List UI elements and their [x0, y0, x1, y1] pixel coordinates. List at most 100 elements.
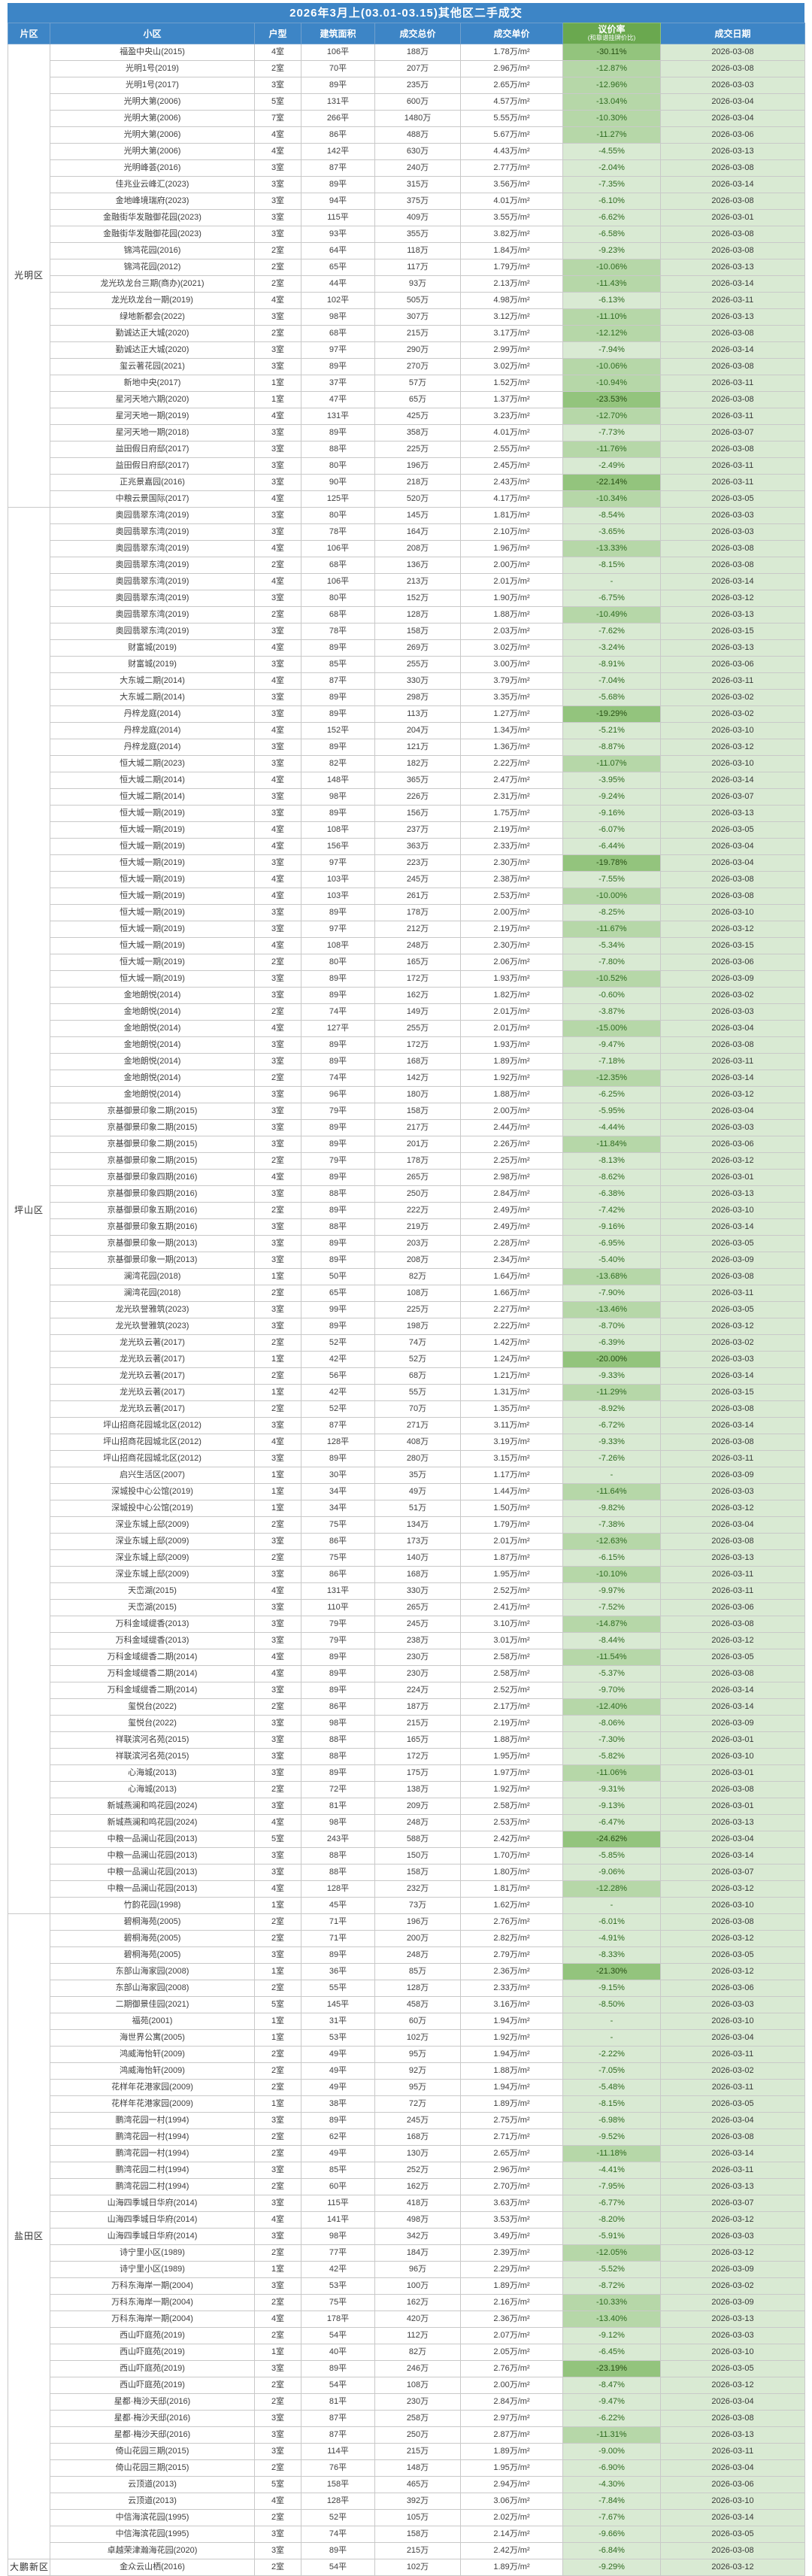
- total-price-cell: 498万: [374, 2211, 461, 2229]
- total-price-cell: 148万: [374, 2459, 461, 2477]
- table-row: 大东城二期(2014) 4室 87平 330万 3.79万/m² -7.04% 2026-0…: [8, 672, 805, 690]
- deal-date-cell: 2026-03-05: [660, 2360, 805, 2377]
- total-price-cell: 158万: [374, 1864, 461, 1881]
- deal-date-cell: 2026-03-10: [660, 722, 805, 739]
- community-cell: 万科金域缇香二期(2014): [50, 1682, 255, 1699]
- unit-price-cell: 2.13万/m²: [460, 275, 563, 293]
- total-price-cell: 72万: [374, 2095, 461, 2113]
- deal-date-cell: 2026-03-11: [660, 2162, 805, 2179]
- area-cell: 266平: [301, 110, 375, 127]
- total-price-cell: 219万: [374, 1218, 461, 1236]
- total-price-cell: 235万: [374, 77, 461, 94]
- area-cell: 52平: [301, 2509, 375, 2526]
- bargain-rate-cell: -10.30%: [562, 110, 661, 127]
- community-cell: 绿地新都会(2022): [50, 308, 255, 326]
- total-price-cell: 93万: [374, 275, 461, 293]
- area-cell: 81平: [301, 1798, 375, 1815]
- layout-cell: 2室: [254, 1516, 301, 1534]
- unit-price-cell: 2.94万/m²: [460, 2476, 563, 2493]
- layout-cell: 2室: [254, 2244, 301, 2262]
- unit-price-cell: 2.30万/m²: [460, 937, 563, 954]
- layout-cell: 7室: [254, 110, 301, 127]
- deal-date-cell: 2026-03-12: [660, 1500, 805, 1517]
- unit-price-cell: 2.02万/m²: [460, 2509, 563, 2526]
- community-cell: 恒大城一期(2019): [50, 871, 255, 888]
- bargain-rate-cell: -8.25%: [562, 904, 661, 921]
- community-cell: 正兆景嘉园(2016): [50, 474, 255, 491]
- area-cell: 71平: [301, 1913, 375, 1931]
- deal-date-cell: 2026-03-06: [660, 954, 805, 971]
- deal-date-cell: 2026-03-11: [660, 672, 805, 690]
- total-price-cell: 96万: [374, 2261, 461, 2278]
- unit-price-cell: 2.01万/m²: [460, 1533, 563, 1550]
- deal-date-cell: 2026-03-01: [660, 1169, 805, 1186]
- community-cell: 奥园翡翠东湾(2019): [50, 507, 255, 524]
- community-cell: 西山吓庭苑(2019): [50, 2377, 255, 2394]
- bargain-rate-cell: -9.82%: [562, 1500, 661, 1517]
- table-row: 玺悦台(2022) 3室 98平 215万 2.19万/m² -8.06% 2026-03-…: [8, 1715, 805, 1732]
- community-cell: 碧桐海苑(2005): [50, 1913, 255, 1931]
- bargain-rate-cell: -9.52%: [562, 2128, 661, 2146]
- total-price-cell: 57万: [374, 375, 461, 392]
- table-row: 丹梓龙庭(2014) 4室 152平 204万 1.34万/m² -5.21% 2026-0…: [8, 722, 805, 739]
- deal-date-cell: 2026-03-14: [660, 1417, 805, 1434]
- district-cell: 盐田区: [8, 1913, 50, 2559]
- unit-price-cell: 1.94万/m²: [460, 2079, 563, 2096]
- table-row: 光明大第(2006) 4室 142平 630万 4.43万/m² -4.55% 2026-0…: [8, 143, 805, 160]
- community-cell: 恒大城一期(2019): [50, 970, 255, 988]
- table-row: 京基御景印象一期(2013) 3室 89平 203万 2.28万/m² -6.95% 202…: [8, 1235, 805, 1252]
- layout-cell: 1室: [254, 2344, 301, 2361]
- layout-cell: 3室: [254, 2228, 301, 2245]
- community-cell: 恒大城二期(2014): [50, 772, 255, 789]
- total-price-cell: 142万: [374, 1070, 461, 1087]
- table-row: 万科金域缇香(2013) 3室 79平 245万 3.10万/m² -14.87% 2026…: [8, 1616, 805, 1633]
- unit-price-cell: 3.55万/m²: [460, 209, 563, 226]
- area-cell: 88平: [301, 1847, 375, 1864]
- area-cell: 88平: [301, 1748, 375, 1765]
- total-price-cell: 238万: [374, 1632, 461, 1649]
- bargain-rate-cell: -3.87%: [562, 1003, 661, 1021]
- layout-cell: 3室: [254, 755, 301, 772]
- total-price-cell: 130万: [374, 2145, 461, 2162]
- table-row: 星河天地一期(2019) 4室 131平 425万 3.23万/m² -12.70% 202…: [8, 408, 805, 425]
- unit-price-cell: 2.42万/m²: [460, 1831, 563, 1848]
- community-cell: 海世界公寓(2005): [50, 2029, 255, 2047]
- deal-date-cell: 2026-03-04: [660, 1516, 805, 1534]
- area-cell: 70平: [301, 60, 375, 77]
- total-price-cell: 140万: [374, 1549, 461, 1567]
- total-price-cell: 215万: [374, 2542, 461, 2559]
- total-price-cell: 488万: [374, 126, 461, 144]
- unit-price-cell: 3.82万/m²: [460, 226, 563, 243]
- layout-cell: 3室: [254, 2426, 301, 2444]
- layout-cell: 3室: [254, 2542, 301, 2559]
- area-cell: 53平: [301, 2029, 375, 2047]
- deal-date-cell: 2026-03-05: [660, 1235, 805, 1252]
- total-price-cell: 290万: [374, 341, 461, 359]
- deal-date-cell: 2026-03-05: [660, 2526, 805, 2543]
- community-cell: 财富城(2019): [50, 639, 255, 657]
- area-cell: 64平: [301, 242, 375, 259]
- deal-date-cell: 2026-03-08: [660, 242, 805, 259]
- bargain-rate-cell: -5.34%: [562, 937, 661, 954]
- area-cell: 52平: [301, 1400, 375, 1418]
- deal-date-cell: 2026-03-08: [660, 1665, 805, 1682]
- layout-cell: 3室: [254, 1616, 301, 1633]
- unit-price-cell: 1.89万/m²: [460, 1053, 563, 1070]
- layout-cell: 4室: [254, 1434, 301, 1451]
- total-price-cell: 307万: [374, 308, 461, 326]
- area-cell: 89平: [301, 1053, 375, 1070]
- layout-cell: 3室: [254, 2162, 301, 2179]
- layout-cell: 5室: [254, 1831, 301, 1848]
- table-row: 天峦湖(2015) 4室 131平 330万 2.52万/m² -9.97% 2026-03…: [8, 1582, 805, 1600]
- community-cell: 益田假日府邸(2017): [50, 441, 255, 458]
- total-price-cell: 298万: [374, 689, 461, 706]
- table-row: 绿地新都会(2022) 3室 98平 307万 3.12万/m² -11.10% 2026-…: [8, 308, 805, 326]
- total-price-cell: 315万: [374, 176, 461, 193]
- table-row: 恒大城二期(2014) 3室 98平 226万 2.31万/m² -9.24% 2026-0…: [8, 788, 805, 806]
- community-cell: 恒大城二期(2023): [50, 755, 255, 772]
- table-row: 光明大第(2006) 5室 131平 600万 4.57万/m² -13.04% 2026-…: [8, 93, 805, 111]
- total-price-cell: 152万: [374, 590, 461, 607]
- bargain-rate-cell: -6.45%: [562, 2344, 661, 2361]
- deal-date-cell: 2026-03-14: [660, 1698, 805, 1716]
- total-price-cell: 187万: [374, 1698, 461, 1716]
